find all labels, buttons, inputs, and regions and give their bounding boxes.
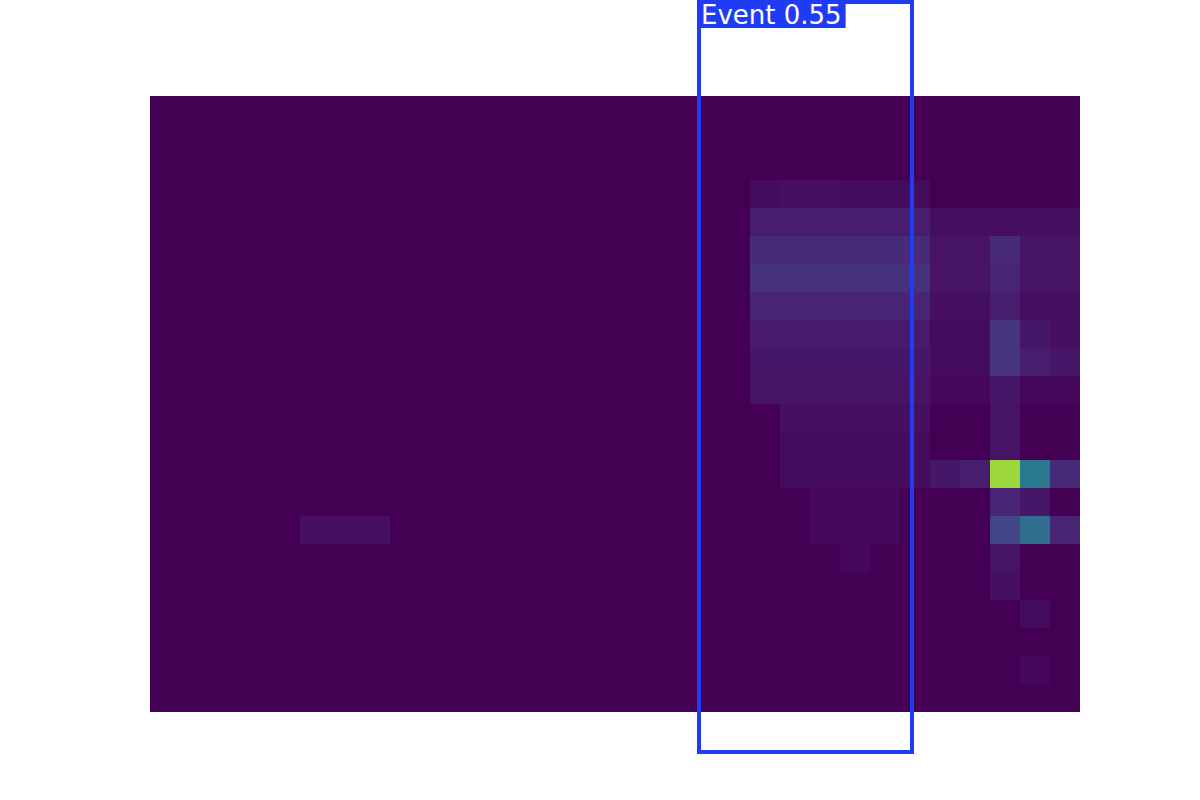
- svg-text:Event 0.55: Event 0.55: [701, 0, 842, 30]
